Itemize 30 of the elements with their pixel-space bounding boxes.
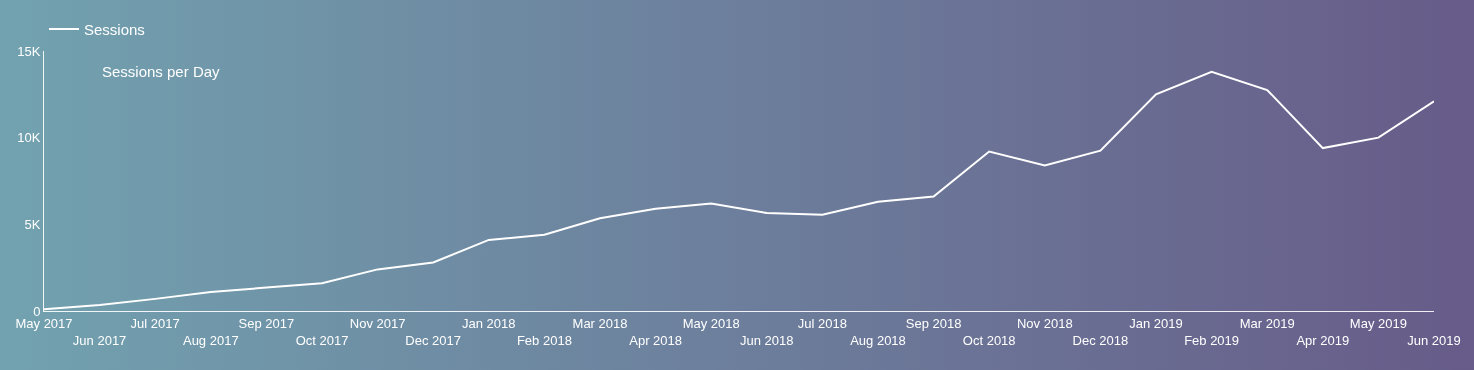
x-tick-label: Nov 2018 — [1016, 315, 1073, 331]
x-tick-label: Mar 2019 — [1239, 315, 1295, 331]
x-tick-label: Jul 2018 — [797, 315, 847, 331]
x-tick-label: Feb 2019 — [1184, 332, 1240, 348]
x-tick-label: Feb 2018 — [516, 332, 572, 348]
legend-label: Sessions — [84, 20, 145, 38]
y-tick-label: 15K — [17, 43, 41, 59]
x-tick-label: Oct 2018 — [962, 332, 1016, 348]
x-tick-label: Oct 2017 — [295, 332, 349, 348]
x-tick-label: May 2018 — [682, 315, 740, 331]
x-tick-label: Jul 2017 — [130, 315, 180, 331]
x-tick-label: Jun 2017 — [72, 332, 127, 348]
x-tick-label: Sep 2017 — [238, 315, 295, 331]
x-tick-label: May 2019 — [1349, 315, 1407, 331]
x-tick-label: Aug 2018 — [850, 332, 906, 348]
x-tick-label: Apr 2018 — [629, 332, 682, 348]
x-tick-label: Aug 2017 — [182, 332, 239, 348]
x-tick-label: Dec 2018 — [1072, 332, 1129, 348]
x-tick-label: Mar 2018 — [572, 315, 628, 331]
x-tick-label: Jan 2019 — [1129, 315, 1183, 331]
x-tick-label: Sep 2018 — [905, 315, 962, 331]
x-tick-label: Jan 2018 — [462, 315, 516, 331]
x-tick-label: Jun 2019 — [1407, 332, 1461, 348]
annotation: Sessions per Day — [102, 63, 221, 80]
x-tick-label: Nov 2017 — [349, 315, 406, 331]
x-tick-label: Jun 2018 — [740, 332, 794, 348]
y-tick-label: 5K — [24, 216, 41, 232]
x-tick-label: Apr 2019 — [1296, 332, 1350, 348]
y-tick-label: 10K — [17, 130, 41, 146]
x-tick-label: Dec 2017 — [405, 332, 462, 348]
